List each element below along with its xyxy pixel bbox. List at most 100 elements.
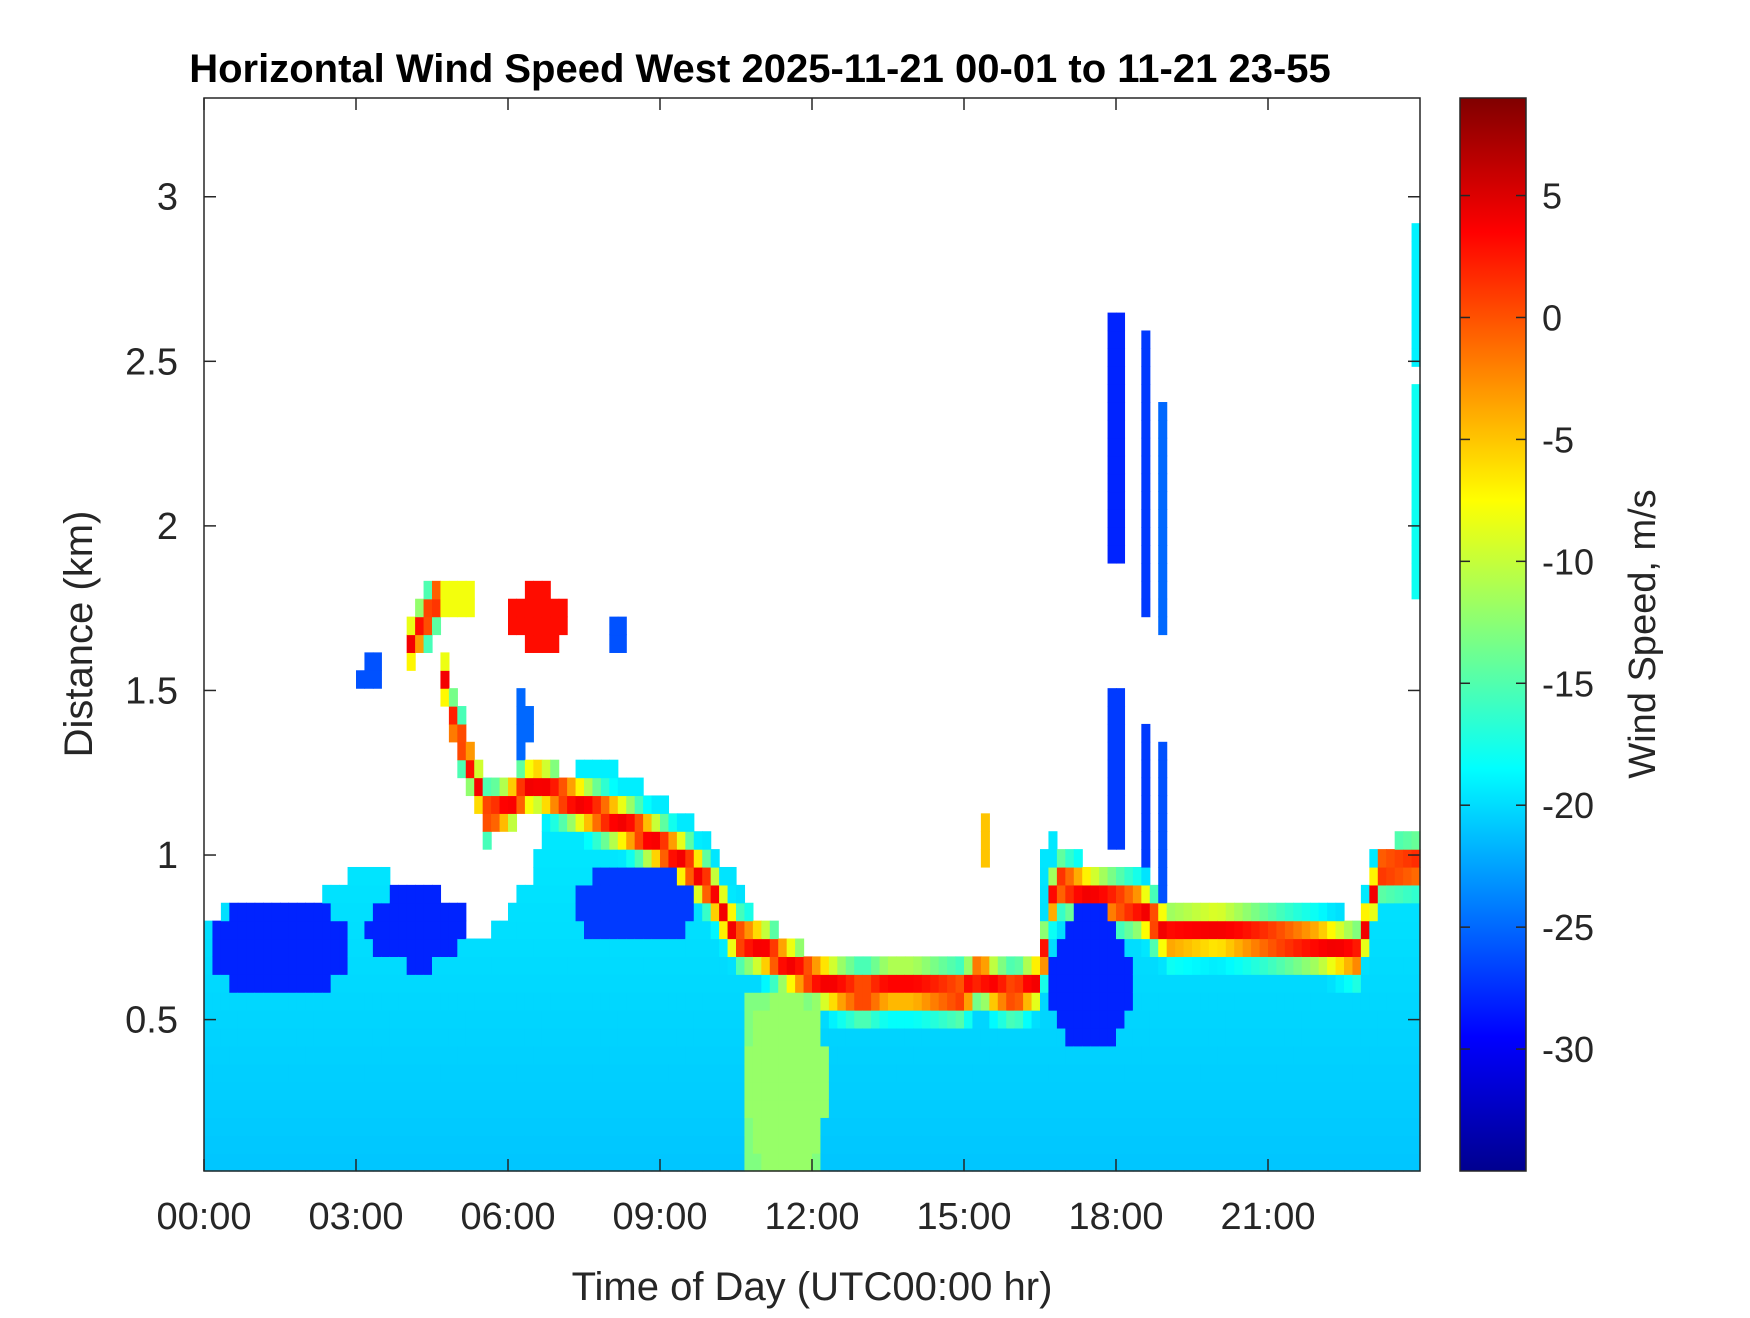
- heatmap-cell: [1116, 777, 1126, 797]
- heatmap-cell: [541, 1099, 551, 1118]
- heatmap-cell: [364, 866, 374, 886]
- heatmap-cell: [524, 580, 534, 600]
- heatmap-cell: [347, 974, 357, 993]
- heatmap-cell: [1175, 992, 1185, 1011]
- heatmap-cell: [1065, 849, 1075, 868]
- heatmap-cell: [533, 849, 543, 868]
- heatmap-cell: [533, 1010, 543, 1029]
- heatmap-cell: [271, 992, 281, 1011]
- heatmap-cell: [1116, 437, 1126, 457]
- heatmap-cell: [254, 902, 264, 922]
- heatmap-cell: [643, 992, 653, 1011]
- heatmap-cell: [524, 1010, 534, 1029]
- heatmap-cell: [271, 920, 281, 940]
- heatmap-cell: [381, 1081, 391, 1101]
- heatmap-cell: [1090, 920, 1100, 940]
- heatmap-cell: [567, 1063, 577, 1083]
- heatmap-cell: [1141, 366, 1151, 385]
- heatmap-cell: [237, 956, 247, 975]
- heatmap-cell: [778, 1117, 788, 1136]
- heatmap-cell: [1116, 455, 1126, 475]
- heatmap-cell: [448, 1063, 458, 1083]
- heatmap-cell: [1208, 1027, 1218, 1047]
- heatmap-cell: [1183, 1081, 1193, 1101]
- heatmap-cell: [643, 813, 653, 832]
- heatmap-cell: [1386, 1099, 1396, 1118]
- heatmap-cell: [1200, 920, 1210, 940]
- heatmap-cell: [305, 1099, 315, 1118]
- heatmap-cell: [499, 974, 509, 993]
- heatmap-cell: [237, 1081, 247, 1101]
- heatmap-cell: [964, 1153, 974, 1172]
- heatmap-cell: [634, 938, 644, 957]
- heatmap-cell: [423, 992, 433, 1011]
- heatmap-cell: [541, 974, 551, 993]
- heatmap-cell: [550, 813, 560, 832]
- heatmap-cell: [1166, 1027, 1176, 1047]
- heatmap-cell: [693, 1117, 703, 1136]
- heatmap-cell: [474, 1063, 484, 1083]
- heatmap-cell: [1310, 1010, 1320, 1029]
- heatmap-cell: [356, 938, 366, 957]
- heatmap-cell: [567, 938, 577, 957]
- heatmap-cell: [482, 813, 492, 832]
- heatmap-cell: [626, 1135, 636, 1154]
- heatmap-cell: [322, 1153, 332, 1172]
- heatmap-cell: [862, 956, 872, 975]
- heatmap-cell: [280, 1153, 290, 1172]
- heatmap-cell: [322, 1063, 332, 1083]
- heatmap-cell: [271, 1010, 281, 1029]
- heatmap-cell: [609, 866, 619, 886]
- heatmap-cell: [305, 902, 315, 922]
- heatmap-cell: [524, 1099, 534, 1118]
- heatmap-cell: [1276, 992, 1286, 1011]
- heatmap-cell: [1141, 1063, 1151, 1083]
- heatmap-cell: [972, 974, 982, 993]
- heatmap-cell: [1099, 938, 1109, 957]
- heatmap-cell: [1107, 1010, 1117, 1029]
- heatmap-cell: [1411, 294, 1421, 314]
- heatmap-cell: [204, 992, 214, 1011]
- heatmap-cell: [769, 1010, 779, 1029]
- heatmap-cell: [1403, 831, 1413, 850]
- heatmap-cell: [600, 866, 610, 886]
- heatmap-cell: [1200, 1081, 1210, 1101]
- heatmap-cell: [634, 866, 644, 886]
- heatmap-cell: [752, 1010, 762, 1029]
- heatmap-cell: [1344, 1063, 1354, 1083]
- heatmap-cell: [288, 1010, 298, 1029]
- heatmap-cell: [1217, 992, 1227, 1011]
- heatmap-cell: [457, 956, 467, 975]
- heatmap-cell: [845, 1153, 855, 1172]
- heatmap-cell: [600, 920, 610, 940]
- heatmap-cell: [381, 974, 391, 993]
- heatmap-cell: [1259, 1081, 1269, 1101]
- heatmap-cell: [609, 902, 619, 922]
- y-axis-label: Distance (km): [57, 511, 101, 758]
- heatmap-cell: [1048, 1099, 1058, 1118]
- heatmap-cell: [685, 884, 695, 904]
- heatmap-cell: [1386, 956, 1396, 975]
- heatmap-cell: [1284, 974, 1294, 993]
- heatmap-cell: [524, 920, 534, 940]
- heatmap-cell: [997, 1081, 1007, 1101]
- heatmap-cell: [1006, 956, 1016, 975]
- heatmap-cell: [609, 1045, 619, 1065]
- heatmap-cell: [280, 1063, 290, 1083]
- heatmap-cell: [761, 1099, 771, 1118]
- heatmap-cell: [651, 920, 661, 940]
- heatmap-cell: [364, 1081, 374, 1101]
- heatmap-cell: [372, 992, 382, 1011]
- heatmap-cell: [676, 1081, 686, 1101]
- heatmap-cell: [964, 1099, 974, 1118]
- heatmap-cell: [609, 1063, 619, 1083]
- heatmap-cell: [584, 1135, 594, 1154]
- heatmap-cell: [845, 1117, 855, 1136]
- heatmap-cell: [761, 1117, 771, 1136]
- heatmap-cell: [1090, 1117, 1100, 1136]
- heatmap-cell: [676, 902, 686, 922]
- heatmap-cell: [609, 938, 619, 957]
- heatmap-cell: [1141, 330, 1151, 349]
- heatmap-cell: [1217, 1063, 1227, 1083]
- heatmap-cell: [778, 938, 788, 957]
